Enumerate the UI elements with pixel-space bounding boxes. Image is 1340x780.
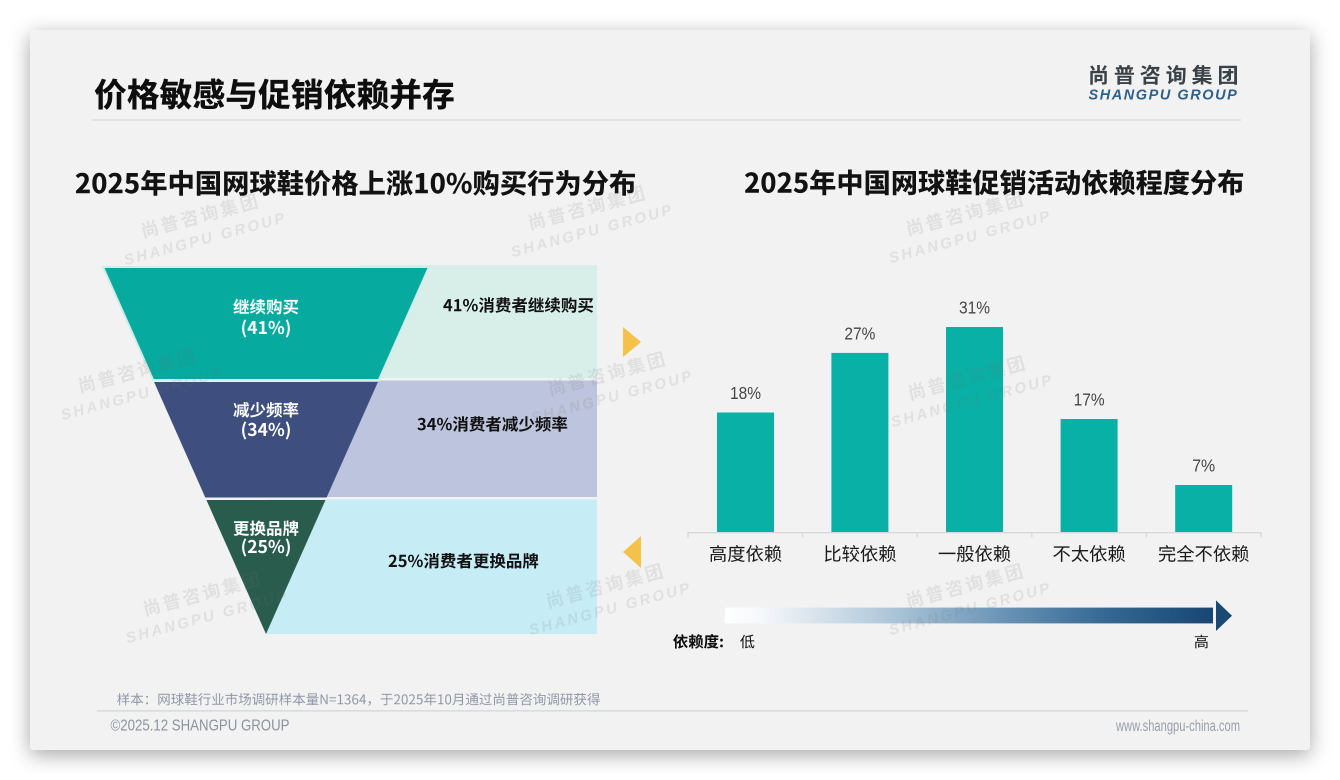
- svg-text:7%: 7%: [1192, 456, 1215, 476]
- svg-text:27%: 27%: [844, 323, 875, 343]
- svg-text:www.shangpu-china.com: www.shangpu-china.com: [1115, 718, 1240, 735]
- svg-text:17%: 17%: [1074, 390, 1105, 410]
- svg-text:31%: 31%: [959, 298, 990, 318]
- svg-text:18%: 18%: [730, 383, 761, 403]
- svg-text:©2025.12 SHANGPU GROUP: ©2025.12 SHANGPU GROUP: [111, 717, 290, 734]
- svg-text:SHANGPU GROUP: SHANGPU GROUP: [1089, 88, 1239, 104]
